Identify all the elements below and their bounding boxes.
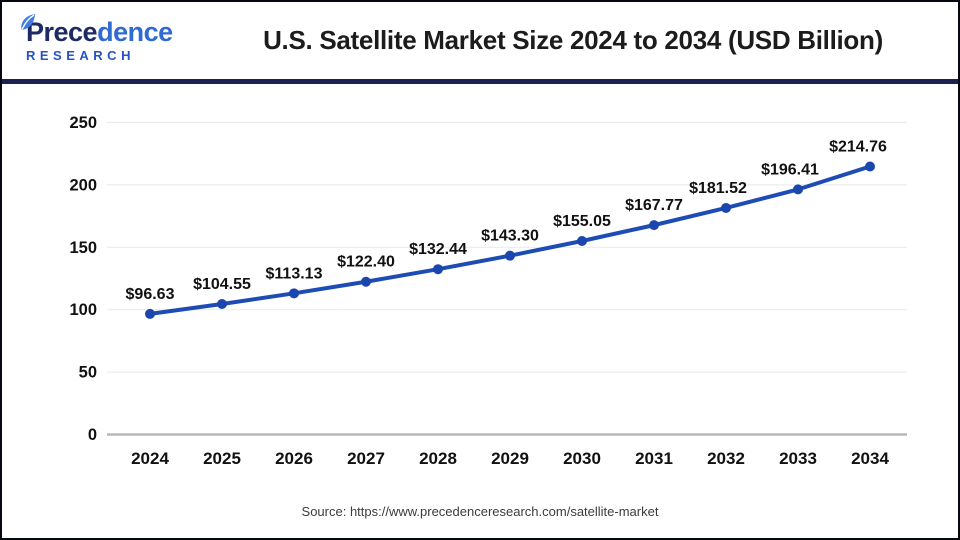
data-point-label: $132.44 xyxy=(409,241,467,258)
data-point-label: $155.05 xyxy=(553,213,611,230)
y-tick-label: 250 xyxy=(69,114,97,132)
x-tick-label: 2034 xyxy=(851,449,889,468)
data-point-label: $104.55 xyxy=(193,276,251,293)
data-point-marker xyxy=(433,264,443,275)
y-tick-label: 50 xyxy=(79,364,97,382)
x-tick-label: 2031 xyxy=(635,449,673,468)
data-point-marker xyxy=(721,202,731,213)
x-tick-label: 2026 xyxy=(275,449,313,468)
line-chart: 0 50 100 150 200 250 2024 2025 2026 2027 2028 2029 2… xyxy=(69,114,907,468)
chart-area: 0 50 100 150 200 250 2024 2025 2026 2027 2028 2029 2… xyxy=(2,84,958,538)
y-tick-label: 150 xyxy=(69,239,97,257)
data-point-label: $143.30 xyxy=(481,228,539,245)
brand-subtitle: RESEARCH xyxy=(26,47,135,63)
source-citation: Source: https://www.precedenceresearch.c… xyxy=(301,504,659,519)
data-point-label: $167.77 xyxy=(625,197,683,214)
x-tick-label: 2032 xyxy=(707,449,745,468)
header-divider xyxy=(2,79,958,84)
y-tick-label: 0 xyxy=(88,426,97,444)
chart-title: U.S. Satellite Market Size 2024 to 2034 … xyxy=(263,25,883,55)
data-point-marker xyxy=(145,308,155,319)
y-tick-label: 100 xyxy=(69,301,97,319)
y-tick-label: 200 xyxy=(69,176,97,194)
data-point-label: $113.13 xyxy=(266,265,323,282)
data-point-label: $96.63 xyxy=(126,286,175,303)
data-point-marker xyxy=(289,288,299,299)
data-point-marker xyxy=(865,161,875,172)
data-point-marker xyxy=(505,250,515,261)
x-tick-label: 2024 xyxy=(131,449,169,468)
data-point-label: $196.41 xyxy=(761,161,819,178)
brand-name-light: dence xyxy=(97,16,173,47)
data-point-marker xyxy=(217,299,227,310)
x-tick-label: 2033 xyxy=(779,449,817,468)
data-point-marker xyxy=(577,235,587,246)
x-tick-label: 2030 xyxy=(563,449,601,468)
brand-name: Precedence xyxy=(21,13,212,47)
brand-name-dark: Prece xyxy=(26,16,98,47)
brand-logo: Precedence RESEARCH xyxy=(21,13,212,63)
data-point-marker xyxy=(793,184,803,195)
data-point-marker xyxy=(649,220,659,231)
data-point-label: $181.52 xyxy=(689,180,747,197)
x-tick-label: 2029 xyxy=(491,449,529,468)
x-tick-label: 2027 xyxy=(347,449,385,468)
data-point-label: $122.40 xyxy=(337,254,395,271)
x-tick-label: 2028 xyxy=(419,449,457,468)
data-point-label: $214.76 xyxy=(829,138,887,155)
data-point-marker xyxy=(361,276,371,287)
leaf-icon xyxy=(21,13,35,30)
header: Precedence RESEARCH U.S. Satellite Marke… xyxy=(2,2,958,79)
x-tick-label: 2025 xyxy=(203,449,241,468)
